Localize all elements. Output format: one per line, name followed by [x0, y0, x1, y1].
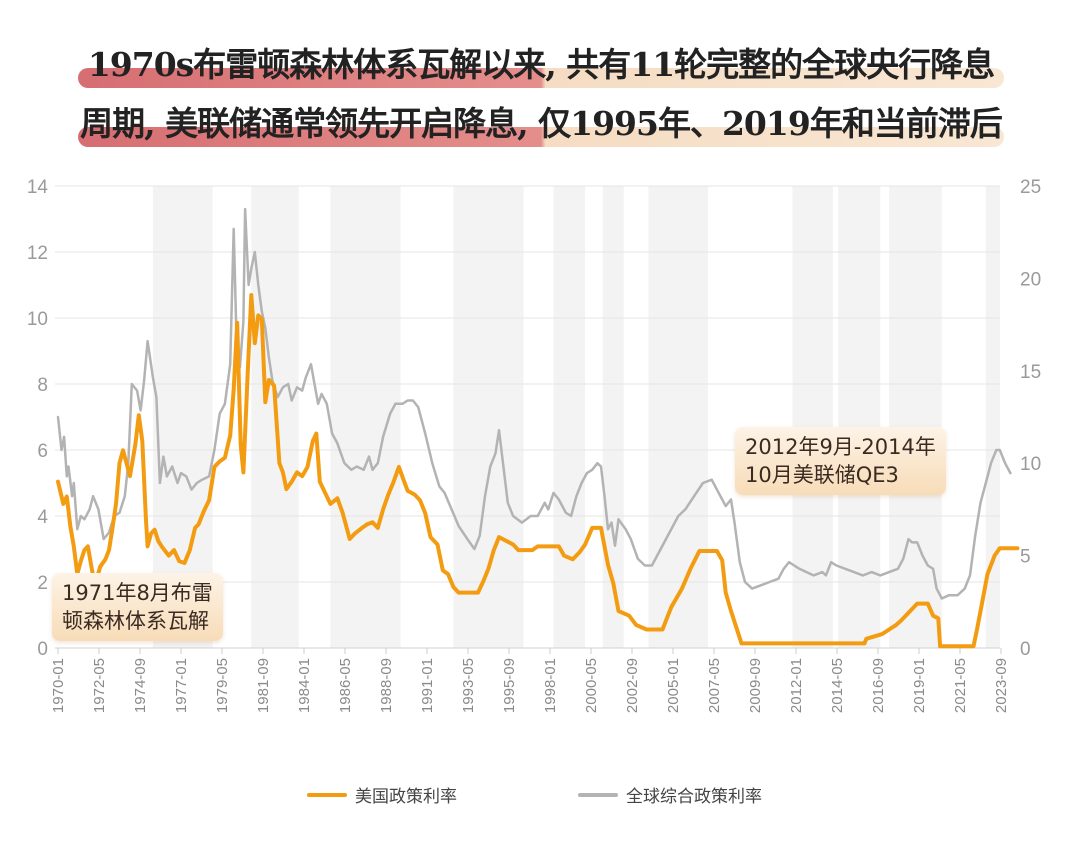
- shaded-period: [602, 186, 624, 648]
- x-tick-label: 1991-01: [419, 658, 436, 713]
- global-policy-rate-line: [56, 207, 1012, 600]
- y-left-tick-label: 6: [37, 441, 48, 462]
- shaded-period: [553, 186, 586, 648]
- x-tick-label: 2005-01: [665, 658, 682, 713]
- y-axis-right: 0 5 10 15 20 25: [1020, 177, 1041, 660]
- annotation-qe3-line-2: 10月美联储QE3: [745, 463, 899, 487]
- annotation-bretton-woods: 1971年8月布雷 顿森林体系瓦解: [52, 573, 223, 641]
- y-right-tick-label: 25: [1020, 177, 1041, 198]
- x-tick-label: 2007-05: [706, 658, 723, 713]
- y-left-tick-label: 2: [37, 573, 48, 594]
- annotation-bretton-woods-line-2: 顿森林体系瓦解: [62, 609, 209, 633]
- x-tick-label: 2009-09: [747, 658, 764, 713]
- x-tick-label: 1970-01: [50, 658, 67, 713]
- y-right-tick-label: 15: [1020, 362, 1041, 383]
- x-tick-label: 2023-09: [993, 658, 1010, 713]
- x-tick-label: 1986-05: [337, 658, 354, 713]
- x-tick-label: 1974-09: [132, 658, 149, 713]
- y-left-tick-label: 10: [27, 309, 48, 330]
- x-tick-label: 2012-01: [788, 658, 805, 713]
- shaded-period: [792, 186, 833, 648]
- series-lines: [56, 207, 1020, 649]
- title-text-2: 周期, 美联储通常领先开启降息, 仅1995年、2019年和当前滞后: [80, 104, 1003, 143]
- y-axis-left: 0 2 4 6 8 10 12 14: [27, 177, 49, 660]
- x-tick-label: 1995-09: [501, 658, 518, 713]
- x-tick-label: 2002-09: [624, 658, 641, 713]
- legend: 美国政策利率 全球综合政策利率: [0, 782, 1080, 812]
- title-highlight-bar-1: [78, 68, 1004, 88]
- x-tick-label: 2021-05: [952, 658, 969, 713]
- title-text-1: 1970s布雷顿森林体系瓦解以来, 共有11轮完整的全球央行降息: [87, 45, 995, 84]
- legend-item-us[interactable]: 美国政策利率: [307, 782, 457, 807]
- title-highlight-bar-2: [78, 127, 1004, 147]
- x-tick-label: 1972-05: [91, 658, 108, 713]
- us-policy-rate-line: [56, 293, 1020, 649]
- legend-swatch-us-icon: [307, 792, 347, 797]
- legend-label-global: 全球综合政策利率: [626, 787, 762, 807]
- title-line-1: 1970s布雷顿森林体系瓦解以来, 共有11轮完整的全球央行降息: [78, 44, 1004, 88]
- y-right-tick-label: 10: [1020, 454, 1041, 475]
- y-right-tick-label: 5: [1020, 547, 1031, 568]
- shaded-period: [152, 186, 213, 648]
- y-left-tick-label: 14: [27, 177, 49, 198]
- chart-title: 1970s布雷顿森林体系瓦解以来, 共有11轮完整的全球央行降息 周期, 美联储…: [0, 0, 1080, 160]
- x-tick-label: 1988-09: [378, 658, 395, 713]
- shaded-period: [838, 186, 881, 648]
- shaded-period: [648, 186, 709, 648]
- x-tick-label: 1993-05: [460, 658, 477, 713]
- y-left-tick-label: 12: [27, 243, 48, 264]
- y-left-tick-label: 0: [37, 639, 48, 660]
- shaded-period: [453, 186, 524, 648]
- x-axis: 1970-01 1972-05 1974-09 1977-01 1979-05 1981-…: [50, 648, 1010, 713]
- x-tick-label: 2014-05: [829, 658, 846, 713]
- x-tick-label: 2000-05: [583, 658, 600, 713]
- legend-swatch-global-icon: [578, 792, 618, 797]
- shaded-period: [985, 186, 1000, 648]
- legend-label-us: 美国政策利率: [355, 787, 457, 807]
- x-tick-label: 2019-01: [911, 658, 928, 713]
- annotation-qe3-line-1: 2012年9月-2014年: [745, 435, 936, 459]
- title-line-2: 周期, 美联储通常领先开启降息, 仅1995年、2019年和当前滞后: [78, 103, 1004, 147]
- gridlines: [55, 185, 1000, 649]
- x-tick-label: 1981-09: [255, 658, 272, 713]
- x-tick-label: 1977-01: [173, 658, 190, 713]
- y-right-tick-label: 0: [1020, 639, 1031, 660]
- x-tick-label: 1998-01: [542, 658, 559, 713]
- y-left-tick-label: 8: [37, 375, 48, 396]
- y-right-tick-label: 20: [1020, 269, 1041, 290]
- x-tick-label: 2016-09: [870, 658, 887, 713]
- annotation-qe3: 2012年9月-2014年 10月美联储QE3: [735, 427, 946, 495]
- legend-item-global[interactable]: 全球综合政策利率: [578, 782, 762, 807]
- x-tick-label: 1984-01: [296, 658, 313, 713]
- y-left-tick-label: 4: [37, 507, 48, 528]
- shaded-periods: [152, 186, 1000, 648]
- annotation-bretton-woods-line-1: 1971年8月布雷: [62, 581, 213, 605]
- x-tick-label: 1979-05: [214, 658, 231, 713]
